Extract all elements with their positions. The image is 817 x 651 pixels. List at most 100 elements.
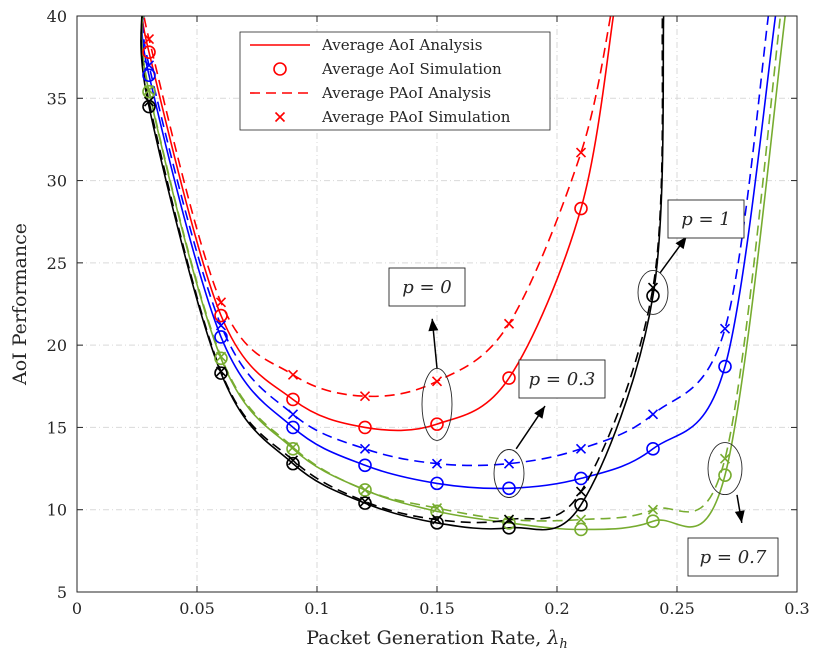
aoi-sim-point: [502, 481, 516, 496]
aoi-sim-point: [214, 366, 228, 380]
x-tick-label: 0.25: [659, 599, 695, 618]
paoi-sim-point: [359, 496, 371, 507]
aoi-sim-point: [358, 458, 372, 473]
paoi-sim-point: [359, 484, 371, 496]
aoi-sim-point: [574, 471, 588, 486]
aoi-sim-point: [574, 497, 588, 512]
aoi-sim-point: [214, 308, 228, 323]
aoi-analysis-line: [140, 16, 786, 531]
aoi-sim-point: [286, 392, 300, 407]
aoi-sim-point: [142, 45, 156, 60]
paoi-sim-point: [215, 320, 227, 331]
annotation-box: [388, 267, 466, 307]
annotation-arrow-head: [428, 318, 439, 332]
x-tick-label: 0.1: [304, 599, 329, 618]
simulation-markers: [142, 33, 732, 537]
aoi-sim-point: [214, 351, 228, 366]
aoi-sim-point: [430, 476, 444, 491]
y-tick-label: 40: [47, 7, 67, 26]
paoi-sim-point: [287, 455, 299, 466]
paoi-sim-point: [431, 503, 443, 514]
axis-ticks: 0 0.05 0.1 0.15 0.2 0.25 0.3 5 10 15 20 25 30 35 40: [47, 7, 810, 618]
y-tick-label: 10: [47, 501, 67, 520]
paoi-sim-point: [431, 458, 443, 469]
aoi-sim-point: [646, 514, 660, 529]
annotation-label: p = 1: [681, 209, 731, 230]
paoi-analysis-line: [143, 16, 612, 398]
aoi-analysis-line: [140, 16, 665, 531]
paoi-sim-point: [575, 147, 587, 158]
paoi-analysis-line: [141, 16, 782, 522]
aoi-analysis-line: [141, 16, 615, 432]
aoi-sim-point: [502, 521, 516, 535]
aoi-sim-point: [142, 84, 156, 99]
paoi-sim-point: [359, 443, 371, 454]
paoi-sim-point: [143, 60, 155, 71]
annotation-ellipse: [637, 270, 669, 315]
paoi-sim-point: [287, 442, 299, 453]
aoi-sim-point: [358, 420, 372, 435]
aoi-sim-point: [430, 417, 444, 431]
paoi-sim-point: [575, 443, 587, 454]
paoi-sim-point: [215, 366, 227, 377]
aoi-sim-point: [646, 442, 660, 456]
legend-label: Average PAoI Analysis: [321, 84, 491, 102]
annotation-box: [667, 199, 745, 239]
annotation-label: p = 0: [402, 277, 452, 298]
paoi-sim-point: [431, 514, 443, 525]
y-tick-label: 5: [57, 583, 67, 602]
analysis-curves: [140, 16, 786, 531]
paoi-sim-point: [503, 458, 515, 469]
annotation-ellipse: [707, 442, 743, 496]
legend-circle-marker: [273, 62, 287, 76]
paoi-sim-point: [287, 369, 299, 380]
aoi-sim-point: [286, 420, 300, 435]
annotation-arrow-head: [534, 406, 545, 419]
paoi-sim-point: [143, 96, 155, 107]
aoi-sim-point: [358, 496, 372, 510]
paoi-sim-point: [647, 504, 659, 515]
aoi-sim-point: [142, 68, 156, 83]
paoi-sim-point: [719, 323, 731, 334]
annotation-label: p = 0.3: [529, 369, 596, 390]
annotation-ellipse: [493, 449, 525, 498]
aoi-sim-point: [646, 288, 660, 303]
paoi-sim-point: [215, 351, 227, 362]
paoi-sim-point: [647, 282, 659, 293]
paoi-sim-point: [287, 409, 299, 420]
x-axis-label: Packet Generation Rate, λh: [306, 627, 568, 651]
aoi-sim-point: [358, 483, 372, 497]
paoi-sim-point: [503, 514, 515, 525]
paoi-sim-point: [143, 33, 155, 45]
aoi-sim-point: [286, 442, 300, 456]
annotation-arrow-head: [734, 510, 745, 523]
aoi-sim-point: [718, 468, 732, 482]
paoi-sim-point: [215, 297, 227, 308]
paoi-sim-point: [719, 453, 731, 464]
paoi-analysis-line: [140, 16, 664, 524]
x-tick-label: 0.3: [784, 599, 809, 618]
paoi-sim-point: [431, 376, 443, 387]
y-tick-label: 15: [47, 418, 67, 437]
paoi-sim-point: [359, 391, 371, 402]
y-tick-label: 25: [47, 254, 67, 273]
paoi-sim-point: [503, 318, 515, 329]
aoi-sim-point: [214, 330, 228, 344]
annotation-box: [518, 359, 606, 399]
aoi-sim-point: [574, 522, 588, 537]
x-tick-label: 0.2: [544, 599, 569, 618]
paoi-sim-point: [575, 514, 587, 525]
aoi-sim-point: [502, 516, 516, 530]
annotations: p = 0 p = 0.3 p = 0.7 p = 1: [388, 199, 779, 577]
x-tick-label: 0: [72, 599, 82, 618]
aoi-sim-point: [718, 359, 732, 374]
y-tick-label: 35: [47, 89, 67, 108]
legend-label: Average AoI Simulation: [321, 60, 502, 78]
paoi-sim-point: [575, 486, 587, 497]
y-tick-label: 20: [47, 336, 67, 355]
annotation-box: [687, 537, 779, 577]
annotation-ellipse: [421, 367, 453, 441]
annotation-arrow-head: [675, 236, 687, 250]
paoi-sim-point: [647, 409, 659, 420]
